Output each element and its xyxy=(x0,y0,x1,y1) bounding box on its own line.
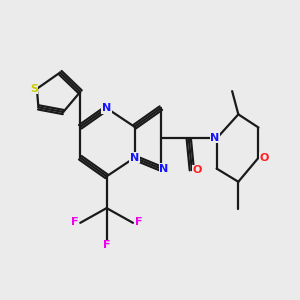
Text: N: N xyxy=(211,133,220,142)
Text: N: N xyxy=(130,153,139,163)
Text: F: F xyxy=(135,217,142,227)
Text: O: O xyxy=(193,165,202,175)
Text: O: O xyxy=(259,153,268,163)
Text: F: F xyxy=(103,240,110,250)
Text: N: N xyxy=(159,164,169,174)
Text: N: N xyxy=(102,103,111,113)
Text: F: F xyxy=(71,217,79,227)
Text: S: S xyxy=(30,84,38,94)
